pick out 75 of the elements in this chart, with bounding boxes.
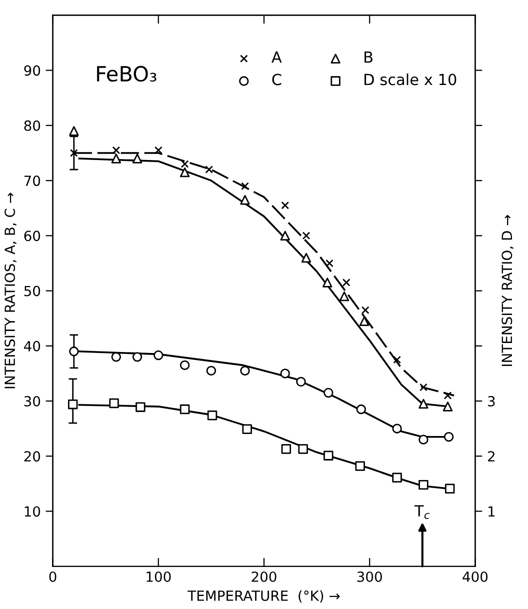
point <box>280 230 290 241</box>
point <box>339 291 350 302</box>
legend-label: B <box>364 51 372 63</box>
point <box>444 484 455 494</box>
x-tick-label: 200 <box>252 571 276 582</box>
point <box>322 278 332 288</box>
y-tick-label: 80 <box>24 120 40 131</box>
y-tick-label: 70 <box>24 176 40 186</box>
point <box>444 432 454 442</box>
y-tick-label: 60 <box>24 230 40 242</box>
annotation: T$_{c}$ <box>414 505 430 519</box>
point <box>180 404 190 414</box>
point <box>442 402 453 412</box>
point <box>205 166 214 174</box>
point <box>444 392 452 400</box>
point <box>324 388 334 398</box>
point <box>392 424 402 434</box>
point <box>180 360 190 370</box>
point <box>420 383 428 392</box>
point <box>301 252 312 263</box>
y-tick-label: 50 <box>24 286 40 296</box>
x-tick-label: 0 <box>49 571 56 582</box>
x-axis-title: TEMPERATURE (°K) → <box>188 590 340 603</box>
point <box>326 259 334 268</box>
point <box>240 194 250 205</box>
point <box>361 306 370 314</box>
point <box>68 399 78 410</box>
point <box>109 398 119 408</box>
point <box>154 146 162 154</box>
legend-label: C <box>272 74 282 86</box>
y2-tick-label: 2 <box>488 451 494 462</box>
y-tick-label: 20 <box>24 451 40 462</box>
x-tick-label: 400 <box>462 571 488 582</box>
point <box>324 450 334 460</box>
point <box>154 350 164 360</box>
text: FeBO₃ <box>97 66 156 82</box>
point <box>280 368 290 378</box>
point <box>136 402 146 412</box>
point <box>392 472 402 482</box>
y-tick-label: 40 <box>24 340 40 352</box>
point <box>240 366 250 376</box>
point <box>69 126 79 136</box>
point <box>281 201 290 210</box>
point <box>132 154 142 164</box>
point <box>298 444 308 454</box>
y-tick-label: 30 <box>24 396 40 406</box>
point <box>180 160 189 168</box>
y-axis-title: INTENSITY RATIOS, A, B, C → <box>4 192 16 388</box>
point <box>207 410 218 420</box>
point <box>302 232 310 240</box>
point <box>180 167 190 178</box>
x-tick-label: 100 <box>146 571 171 582</box>
y-tick-label: 90 <box>24 65 40 76</box>
point <box>418 398 428 409</box>
y2-axis-title: INTENSITY RATIO, D → <box>502 214 514 366</box>
legend-label: D scale x 10 <box>364 73 456 86</box>
point <box>342 278 350 286</box>
point <box>418 480 428 490</box>
x-tick-label: 300 <box>357 571 382 582</box>
point <box>242 424 252 434</box>
point <box>112 146 120 154</box>
legend-label: A <box>272 51 282 63</box>
y2-tick-label: 1 <box>488 506 495 517</box>
point <box>206 366 216 376</box>
point <box>281 444 292 454</box>
point <box>355 461 365 471</box>
point <box>241 182 249 190</box>
point <box>393 356 402 364</box>
point <box>111 154 122 164</box>
point <box>418 434 428 444</box>
y2-tick-label: 3 <box>488 396 495 406</box>
point <box>296 376 306 387</box>
y-tick-label: 10 <box>24 506 40 517</box>
point <box>356 404 366 414</box>
point <box>69 346 79 356</box>
